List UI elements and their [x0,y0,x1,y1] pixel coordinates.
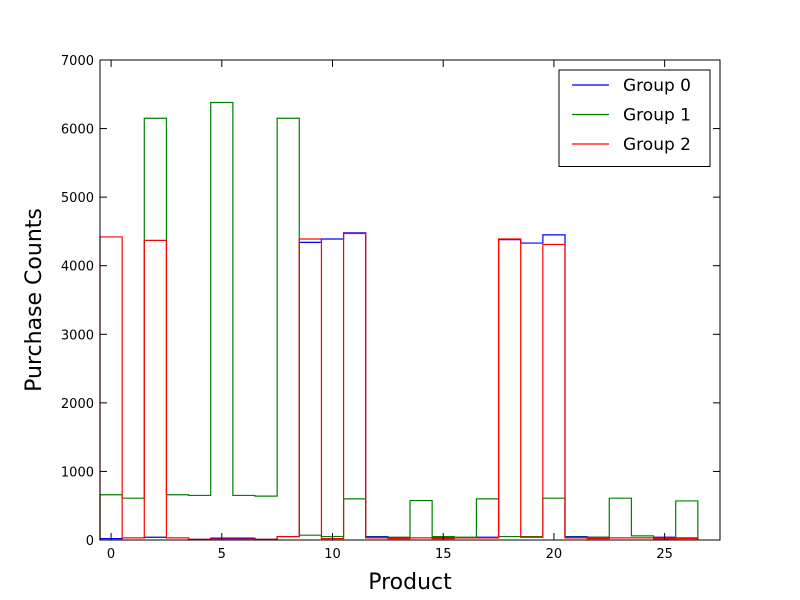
x-tick-label: 0 [107,547,115,562]
series-layer [99,101,699,540]
y-tick-label: 0 [86,534,94,549]
legend-label: Group 1 [623,106,691,126]
y-tick-label: 5000 [61,191,94,206]
x-tick-label: 5 [218,547,226,562]
series-1-line [99,101,699,540]
x-tick-label: 15 [435,547,452,562]
y-tick-label: 4000 [61,260,94,275]
y-tick-label: 1000 [61,465,94,480]
x-tick-label: 25 [656,547,673,562]
legend-box [558,69,711,167]
x-tick-label: 20 [546,547,563,562]
legend: Group 0 Group 1 Group 2 [558,69,711,167]
y-tick-label: 2000 [61,397,94,412]
y-tick-label: 6000 [61,123,94,138]
x-axis-label: Product [368,570,452,595]
y-axis-label: Purchase Counts [22,208,47,392]
y-tick-label: 7000 [61,54,94,69]
series-2-line [99,232,699,540]
x-tick-label: 10 [324,547,341,562]
legend-label: Group 0 [623,76,691,96]
legend-label: Group 2 [623,135,691,155]
y-tick-label: 3000 [61,328,94,343]
series-0-line [99,232,699,540]
plot-frame [99,59,721,541]
tick-layer: 0 5 10 15 20 25 0 1000 2000 3000 4000 5000 6000 7000 [61,54,720,562]
